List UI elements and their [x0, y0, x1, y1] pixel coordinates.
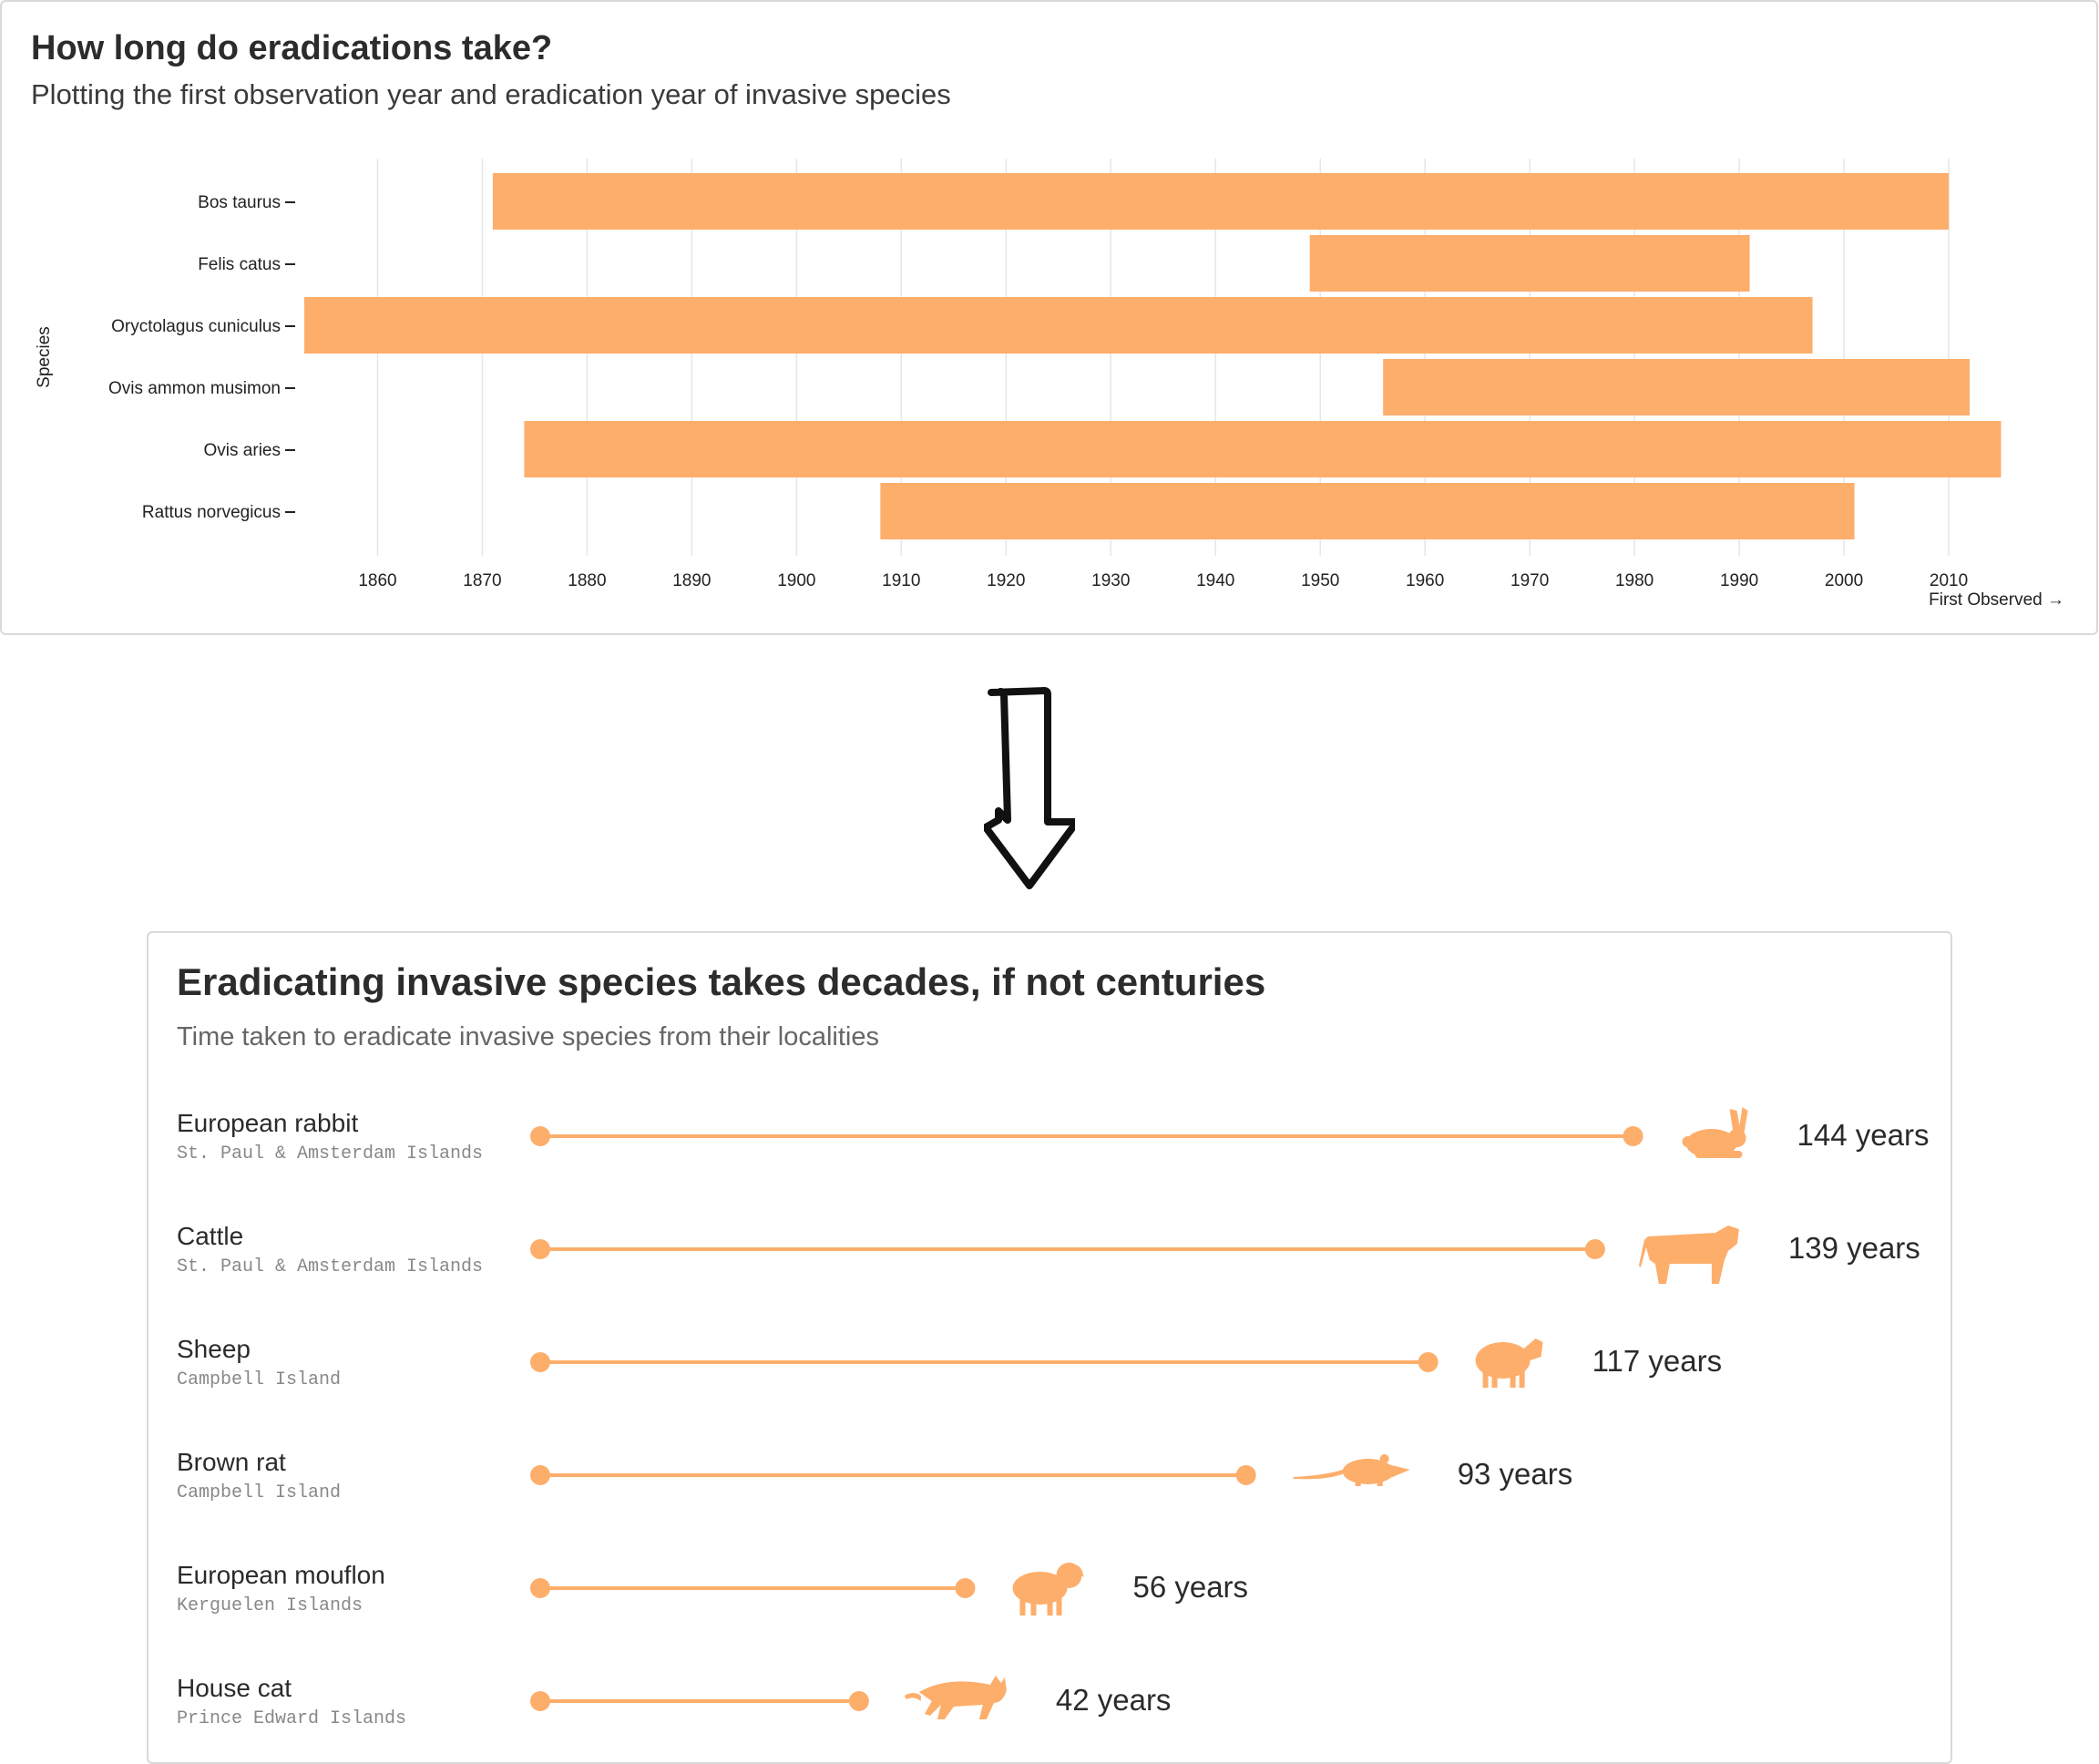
end-dot — [1235, 1465, 1256, 1485]
bottom-chart-subtitle: Time taken to eradicate invasive species… — [177, 1022, 879, 1051]
bottom-chart-card: Eradicating invasive species takes decad… — [147, 931, 1952, 1764]
x-tick-label: 1970 — [1510, 571, 1549, 590]
y-axis-label: Species — [35, 326, 54, 388]
duration-label: 56 years — [1132, 1570, 1248, 1604]
duration-label: 117 years — [1592, 1344, 1722, 1378]
dumbbell-chart: European rabbit St. Paul & Amsterdam Isla… — [177, 1107, 1930, 1729]
duration-label: 139 years — [1788, 1231, 1920, 1265]
down-arrow-icon — [984, 687, 1075, 889]
mouflon-icon — [1012, 1563, 1084, 1615]
y-tick-label: Bos taurus — [198, 193, 281, 212]
cat-icon — [904, 1676, 1007, 1719]
species-location: Prince Edward Islands — [177, 1708, 406, 1729]
end-dot — [848, 1691, 869, 1711]
y-tick-label: Oryctolagus cuniculus — [111, 317, 281, 336]
x-tick-label: 1920 — [987, 571, 1025, 590]
start-dot — [530, 1239, 550, 1259]
range-bar — [304, 297, 1813, 354]
range-bar — [524, 421, 2002, 477]
end-dot — [1623, 1126, 1643, 1146]
start-dot — [530, 1465, 550, 1485]
species-location: Kerguelen Islands — [177, 1595, 363, 1616]
x-tick-label: 1910 — [882, 571, 920, 590]
sheep-icon — [1475, 1338, 1543, 1388]
top-chart-card: How long do eradications take? Plotting … — [0, 0, 2098, 635]
x-tick-label: 1930 — [1091, 571, 1130, 590]
x-tick-label: 2000 — [1825, 571, 1863, 590]
x-tick-label: 1950 — [1301, 571, 1339, 590]
rat-icon — [1293, 1454, 1410, 1486]
duration-label: 93 years — [1458, 1457, 1573, 1491]
species-location: Campbell Island — [177, 1369, 341, 1390]
species-location: St. Paul & Amsterdam Islands — [177, 1256, 483, 1277]
x-tick-label: 2010 — [1930, 571, 1968, 590]
x-tick-label: 1870 — [463, 571, 501, 590]
y-tick-label: Felis catus — [198, 255, 281, 274]
end-dot — [1418, 1352, 1439, 1372]
x-tick-label: 1940 — [1196, 571, 1234, 590]
range-bar — [880, 483, 1855, 539]
y-tick-label: Rattus norvegicus — [142, 503, 281, 522]
start-dot — [530, 1352, 550, 1372]
range-bar — [1383, 359, 1971, 415]
bottom-chart-title: Eradicating invasive species takes decad… — [177, 960, 1266, 1003]
x-tick-label: 1860 — [358, 571, 396, 590]
duration-label: 144 years — [1797, 1118, 1930, 1152]
rabbit-icon — [1682, 1107, 1748, 1158]
end-dot — [1584, 1239, 1605, 1259]
species-name: Cattle — [177, 1222, 243, 1250]
top-chart-title: How long do eradications take? — [31, 29, 553, 67]
range-bar — [1309, 235, 1750, 292]
x-tick-label: 1900 — [777, 571, 815, 590]
start-dot — [530, 1691, 550, 1711]
x-tick-label: 1960 — [1406, 571, 1444, 590]
x-tick-label: 1990 — [1720, 571, 1758, 590]
y-tick-label: Ovis ammon musimon — [108, 379, 281, 398]
start-dot — [530, 1578, 550, 1598]
x-axis-label: First Observed → — [1929, 590, 2064, 610]
duration-label: 42 years — [1056, 1683, 1172, 1717]
species-location: Campbell Island — [177, 1482, 341, 1503]
species-name: Brown rat — [177, 1448, 286, 1476]
x-tick-label: 1890 — [672, 571, 711, 590]
species-name: House cat — [177, 1674, 292, 1702]
species-name: European mouflon — [177, 1561, 385, 1589]
x-tick-label: 1880 — [568, 571, 606, 590]
top-chart-subtitle: Plotting the first observation year and … — [31, 78, 951, 110]
range-bar — [492, 173, 1950, 230]
end-dot — [955, 1578, 976, 1598]
x-tick-label: 1980 — [1615, 571, 1654, 590]
cattle-icon — [1638, 1226, 1739, 1284]
y-tick-label: Ovis aries — [204, 441, 281, 460]
range-bar-chart: 1860 1870 1880 1890 1900 1910 1920 1930 1940 1950… — [35, 159, 2064, 610]
species-name: Sheep — [177, 1335, 251, 1363]
species-name: European rabbit — [177, 1109, 358, 1137]
start-dot — [530, 1126, 550, 1146]
species-location: St. Paul & Amsterdam Islands — [177, 1144, 483, 1164]
